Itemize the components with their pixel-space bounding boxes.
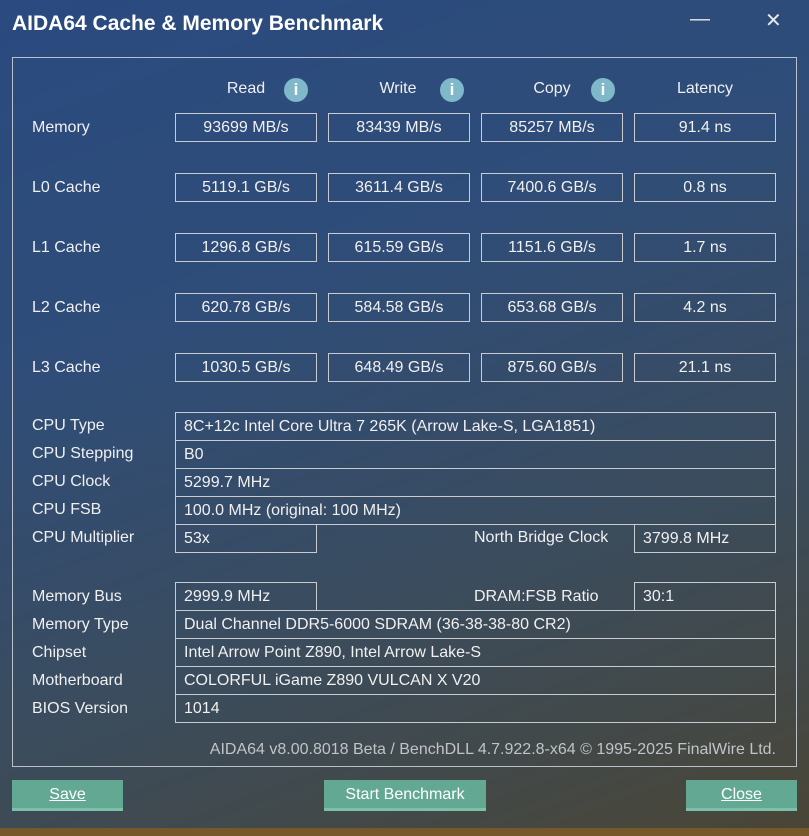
- bench-row-label: L0 Cache: [32, 179, 101, 196]
- dram-ratio-value: 30:1: [634, 582, 776, 611]
- cpu-stepping-value: B0: [175, 440, 776, 469]
- window-title: AIDA64 Cache & Memory Benchmark: [12, 12, 384, 35]
- bench-value-copy: 1151.6 GB/s: [481, 233, 623, 262]
- bench-row-label: L2 Cache: [32, 299, 101, 316]
- bench-row-label: L1 Cache: [32, 239, 101, 256]
- column-header-copy: Copy: [533, 80, 571, 97]
- cpu-multiplier-label: CPU Multiplier: [32, 529, 135, 546]
- column-header-read: Read: [226, 80, 266, 97]
- bench-value-read: 1030.5 GB/s: [175, 353, 317, 382]
- bench-value-read: 93699 MB/s: [175, 113, 317, 142]
- save-button[interactable]: Save: [12, 780, 123, 811]
- dram-ratio-label: DRAM:FSB Ratio: [474, 588, 599, 605]
- memory-bus-label: Memory Bus: [32, 588, 122, 605]
- close-icon[interactable]: ✕: [765, 10, 782, 32]
- bench-value-latency: 0.8 ns: [634, 173, 776, 202]
- chipset-label: Chipset: [32, 644, 87, 661]
- bench-value-read: 5119.1 GB/s: [175, 173, 317, 202]
- column-header-latency: Latency: [676, 80, 734, 97]
- info-icon[interactable]: i: [440, 78, 464, 102]
- info-icon[interactable]: i: [284, 78, 308, 102]
- cpu-type-value: 8C+12c Intel Core Ultra 7 265K (Arrow La…: [175, 412, 776, 441]
- results-panel: [12, 57, 797, 767]
- bench-value-read: 620.78 GB/s: [175, 293, 317, 322]
- close-button-label: Close: [721, 786, 762, 803]
- memory-bus-value: 2999.9 MHz: [175, 582, 317, 611]
- bench-value-latency: 4.2 ns: [634, 293, 776, 322]
- minimize-icon[interactable]: —: [690, 8, 710, 30]
- taskbar-strip: [0, 828, 809, 836]
- bench-value-latency: 91.4 ns: [634, 113, 776, 142]
- bench-row-label: Memory: [32, 119, 90, 136]
- info-icon[interactable]: i: [591, 78, 615, 102]
- chipset-value: Intel Arrow Point Z890, Intel Arrow Lake…: [175, 638, 776, 667]
- memory-type-value: Dual Channel DDR5-6000 SDRAM (36-38-38-8…: [175, 610, 776, 639]
- nb-clock-label: North Bridge Clock: [474, 529, 609, 546]
- cpu-multiplier-value: 53x: [175, 524, 317, 553]
- bench-value-copy: 85257 MB/s: [481, 113, 623, 142]
- cpu-stepping-label: CPU Stepping: [32, 445, 134, 462]
- nb-clock-value: 3799.8 MHz: [634, 524, 776, 553]
- bench-value-write: 3611.4 GB/s: [328, 173, 470, 202]
- bios-label: BIOS Version: [32, 700, 129, 717]
- bench-value-copy: 7400.6 GB/s: [481, 173, 623, 202]
- motherboard-label: Motherboard: [32, 672, 123, 689]
- cpu-type-label: CPU Type: [32, 417, 105, 434]
- bench-value-latency: 1.7 ns: [634, 233, 776, 262]
- motherboard-value: COLORFUL iGame Z890 VULCAN X V20: [175, 666, 776, 695]
- cpu-clock-value: 5299.7 MHz: [175, 468, 776, 497]
- bench-value-write: 648.49 GB/s: [328, 353, 470, 382]
- memory-type-label: Memory Type: [32, 616, 129, 633]
- bench-value-write: 615.59 GB/s: [328, 233, 470, 262]
- bench-value-copy: 875.60 GB/s: [481, 353, 623, 382]
- bench-value-read: 1296.8 GB/s: [175, 233, 317, 262]
- cpu-clock-label: CPU Clock: [32, 473, 111, 490]
- bench-value-latency: 21.1 ns: [634, 353, 776, 382]
- version-footer: AIDA64 v8.00.8018 Beta / BenchDLL 4.7.92…: [209, 741, 776, 758]
- bench-value-copy: 653.68 GB/s: [481, 293, 623, 322]
- bios-value: 1014: [175, 694, 776, 723]
- start-benchmark-button[interactable]: Start Benchmark: [324, 780, 486, 811]
- cpu-fsb-value: 100.0 MHz (original: 100 MHz): [175, 496, 776, 525]
- close-button[interactable]: Close: [686, 780, 797, 811]
- cpu-fsb-label: CPU FSB: [32, 501, 102, 518]
- bench-row-label: L3 Cache: [32, 359, 101, 376]
- column-header-write: Write: [379, 80, 417, 97]
- bench-value-write: 584.58 GB/s: [328, 293, 470, 322]
- bench-value-write: 83439 MB/s: [328, 113, 470, 142]
- save-button-label: Save: [49, 786, 86, 803]
